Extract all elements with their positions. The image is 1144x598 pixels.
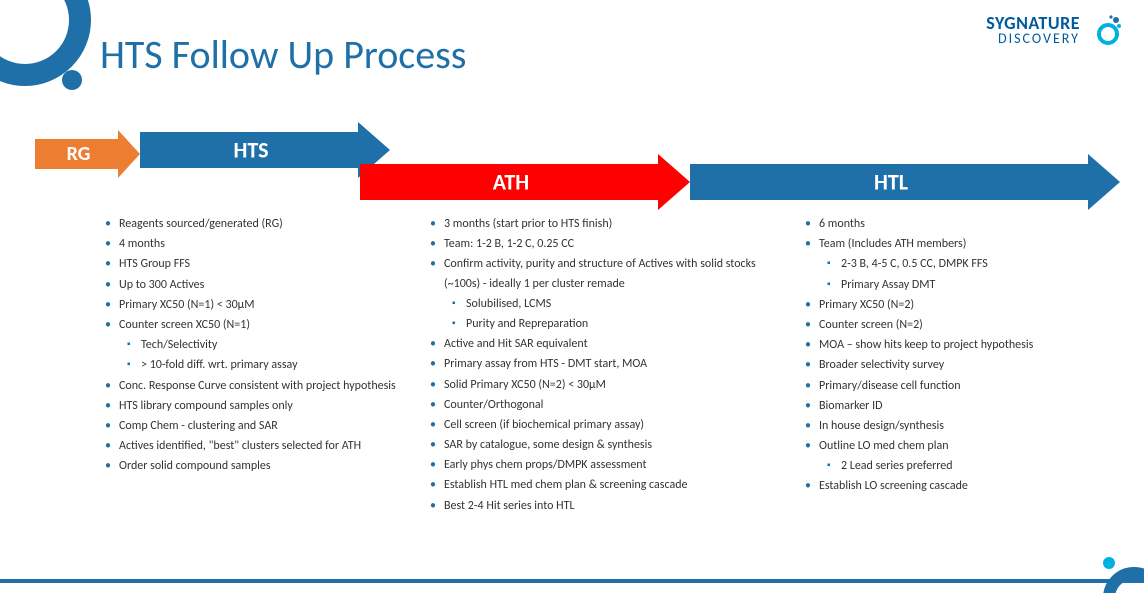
bullet-item: Establish LO screening cascade [805, 477, 1125, 496]
bullet-item: In house design/synthesis [805, 417, 1125, 436]
bullet-item: Conc. Response Curve consistent with pro… [105, 377, 415, 396]
bullet-text: Primary assay from HTS - DMT start, MOA [444, 357, 647, 371]
bullet-text: Reagents sourced/generated (RG) [119, 217, 283, 231]
process-arrows: RG HTS ATH HTL [0, 110, 1144, 210]
decoration-bottom-right [1054, 543, 1144, 593]
column-hts: Reagents sourced/generated (RG) 4 months H… [105, 215, 415, 517]
bullet-item: 4 months [105, 235, 415, 254]
bullet-text: Counter screen (N=2) [819, 318, 923, 332]
bullet-item: Outline LO med chem plan 2 Lead series pr… [805, 437, 1125, 476]
arrow-ath: ATH [360, 154, 690, 210]
bullet-text: 6 months [819, 217, 865, 231]
bullet-text: Conc. Response Curve consistent with pro… [119, 379, 396, 393]
bullet-text: Biomarker ID [819, 399, 882, 413]
bullet-text: Confirm activity, purity and structure o… [444, 257, 756, 290]
bullet-text: In house design/synthesis [819, 419, 944, 433]
arrow-label-rg: RG [35, 142, 122, 166]
arrow-rg: RG [35, 130, 140, 178]
bullet-text: Establish LO screening cascade [819, 479, 968, 493]
sub-bullet-item: > 10-fold diff. wrt. primary assay [119, 356, 415, 375]
bullet-text: HTS library compound samples only [119, 399, 293, 413]
bullet-text: 4 months [119, 237, 165, 251]
sub-bullet-item: 2 Lead series preferred [819, 457, 1125, 476]
sub-bullet-item: Solubilised, LCMS [444, 295, 780, 314]
bullet-item: Broader selectivity survey [805, 356, 1125, 375]
bullet-item: 3 months (start prior to HTS finish) [430, 215, 780, 234]
bullet-item: Best 2-4 Hit series into HTL [430, 497, 780, 516]
bullet-item: Team: 1-2 B, 1-2 C, 0.25 CC [430, 235, 780, 254]
bullet-item: Primary XC50 (N=2) [805, 296, 1125, 315]
bullet-item: HTS library compound samples only [105, 397, 415, 416]
logo: SYGNATURE DISCOVERY [986, 12, 1122, 48]
footer-bar [0, 579, 1144, 583]
sub-bullet-item: Primary Assay DMT [819, 276, 1125, 295]
bullet-text: Up to 300 Actives [119, 278, 204, 292]
page-title: HTS Follow Up Process [100, 30, 466, 79]
bullet-item: Up to 300 Actives [105, 276, 415, 295]
bullet-item: Counter/Orthogonal [430, 396, 780, 415]
bullet-item: Comp Chem - clustering and SAR [105, 417, 415, 436]
bullet-text: Broader selectivity survey [819, 358, 944, 372]
bullet-text: Actives identified, "best" clusters sele… [119, 439, 361, 453]
sub-bullet-item: 2-3 B, 4-5 C, 0.5 CC, DMPK FFS [819, 255, 1125, 274]
arrow-htl: HTL [690, 154, 1120, 210]
bullet-item: Cell screen (if biochemical primary assa… [430, 416, 780, 435]
logo-mark-icon [1086, 12, 1122, 48]
arrow-label-ath: ATH [360, 169, 662, 196]
bullet-text: Primary XC50 (N=2) [819, 298, 914, 312]
bullet-text: Order solid compound samples [119, 459, 271, 473]
bullet-item: Biomarker ID [805, 397, 1125, 416]
bullet-text: Cell screen (if biochemical primary assa… [444, 418, 644, 432]
bullet-item: Solid Primary XC50 (N=2) < 30µM [430, 376, 780, 395]
bullet-item: Primary XC50 (N=1) < 30µM [105, 296, 415, 315]
columns: Reagents sourced/generated (RG) 4 months H… [0, 215, 1144, 517]
arrow-hts: HTS [140, 122, 390, 178]
sub-bullet-item: Purity and Repreparation [444, 315, 780, 334]
bullet-item: 6 months [805, 215, 1125, 234]
bullet-item: Counter screen XC50 (N=1) Tech/Selectivit… [105, 316, 415, 376]
bullet-text: Best 2-4 Hit series into HTL [444, 499, 575, 513]
column-ath: 3 months (start prior to HTS finish) Team… [430, 215, 780, 517]
bullet-text: Team: 1-2 B, 1-2 C, 0.25 CC [444, 237, 574, 251]
bullet-item: Establish HTL med chem plan & screening … [430, 476, 780, 495]
bullet-text: Establish HTL med chem plan & screening … [444, 478, 687, 492]
bullet-text: Early phys chem props/DMPK assessment [444, 458, 647, 472]
bullet-text: Outline LO med chem plan [819, 439, 949, 453]
bullet-text: 3 months (start prior to HTS finish) [444, 217, 612, 231]
bullet-item: HTS Group FFS [105, 255, 415, 274]
bullet-text: Primary/disease cell function [819, 379, 961, 393]
bullet-text: Comp Chem - clustering and SAR [119, 419, 278, 433]
bullet-text: Counter/Orthogonal [444, 398, 543, 412]
bullet-item: Counter screen (N=2) [805, 316, 1125, 335]
logo-line2: DISCOVERY [986, 32, 1080, 46]
bullet-item: Active and Hit SAR equivalent [430, 335, 780, 354]
arrow-label-htl: HTL [690, 169, 1092, 196]
bullet-text: Counter screen XC50 (N=1) [119, 318, 250, 332]
bullet-text: MOA – show hits keep to project hypothes… [819, 338, 1033, 352]
column-htl: 6 months Team (Includes ATH members) 2-3 B… [805, 215, 1125, 517]
bullet-text: Solid Primary XC50 (N=2) < 30µM [444, 378, 606, 392]
arrow-label-hts: HTS [140, 137, 362, 164]
bullet-item: Confirm activity, purity and structure o… [430, 255, 780, 334]
bullet-text: HTS Group FFS [119, 257, 190, 271]
bullet-item: Primary assay from HTS - DMT start, MOA [430, 355, 780, 374]
bullet-item: MOA – show hits keep to project hypothes… [805, 336, 1125, 355]
bullet-item: Primary/disease cell function [805, 377, 1125, 396]
bullet-text: SAR by catalogue, some design & synthesi… [444, 438, 652, 452]
bullet-item: Reagents sourced/generated (RG) [105, 215, 415, 234]
bullet-item: Actives identified, "best" clusters sele… [105, 437, 415, 456]
sub-bullet-item: Tech/Selectivity [119, 336, 415, 355]
bullet-item: Early phys chem props/DMPK assessment [430, 456, 780, 475]
bullet-item: SAR by catalogue, some design & synthesi… [430, 436, 780, 455]
bullet-text: Active and Hit SAR equivalent [444, 337, 588, 351]
bullet-item: Order solid compound samples [105, 457, 415, 476]
bullet-text: Team (Includes ATH members) [819, 237, 966, 251]
bullet-text: Primary XC50 (N=1) < 30µM [119, 298, 255, 312]
bullet-item: Team (Includes ATH members) 2-3 B, 4-5 C,… [805, 235, 1125, 295]
